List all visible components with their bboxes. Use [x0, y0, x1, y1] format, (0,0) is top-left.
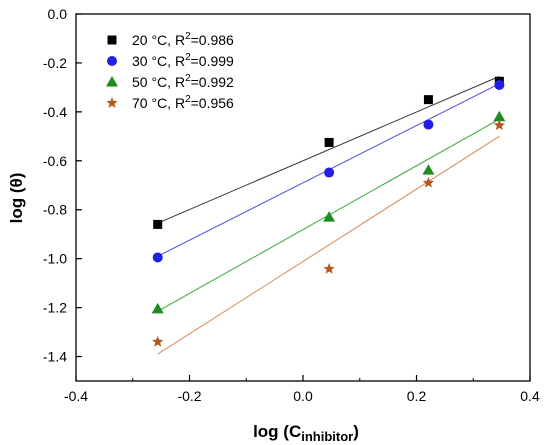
- data-point-series-3: [493, 110, 506, 122]
- y-tick-label: -1.2: [43, 300, 67, 316]
- legend-marker-3: [106, 76, 118, 87]
- y-tick-label: -1.0: [43, 251, 67, 267]
- x-tick-label: -0.4: [64, 388, 88, 404]
- y-tick-label: -0.2: [43, 55, 67, 71]
- plot-border: [75, 13, 531, 382]
- y-axis-ticks: 0.0 -0.2 -0.4 -0.6 -0.8 -1.0 -1.2 -1.4: [43, 6, 82, 365]
- y-tick-label: 0.0: [48, 6, 68, 22]
- x-tick-label: 0.2: [407, 388, 427, 404]
- data-point-series-3: [151, 302, 164, 314]
- legend-label-4: 70 °C, R2=0.956: [132, 94, 234, 111]
- legend-marker-1: [107, 35, 117, 45]
- data-point-series-2: [152, 252, 163, 263]
- data-point-series-4: [152, 335, 164, 347]
- y-tick-label: -0.6: [43, 153, 67, 169]
- plot-frame: [75, 13, 531, 382]
- x-axis-title: log (Cinhibitor): [253, 422, 359, 444]
- legend-label-1: 20 °C, R2=0.986: [132, 31, 234, 48]
- legend: 20 °C, R2=0.986 30 °C, R2=0.999 50 °C, R2=…: [106, 31, 234, 111]
- y-axis-title: log (θ): [7, 173, 26, 224]
- fit-line-series-4: [157, 135, 500, 355]
- data-point-series-4: [323, 262, 335, 274]
- data-point-series-1: [153, 219, 163, 229]
- x-tick-label: -0.2: [177, 388, 201, 404]
- x-axis-ticks: -0.4 -0.2 0.0 0.2 0.4: [64, 375, 540, 404]
- data-point-series-2: [423, 119, 434, 130]
- data-point-series-1: [324, 137, 334, 147]
- data-markers: [151, 76, 506, 347]
- legend-label-3: 50 °C, R2=0.992: [132, 73, 234, 90]
- legend-label-2: 30 °C, R2=0.999: [132, 52, 234, 69]
- data-point-series-2: [494, 79, 505, 90]
- legend-marker-2: [107, 56, 117, 66]
- x-tick-label: 0.0: [293, 388, 313, 404]
- data-point-series-4: [422, 176, 435, 188]
- y-tick-label: -0.8: [43, 202, 67, 218]
- data-point-series-2: [324, 167, 335, 178]
- x-tick-label: 0.4: [520, 388, 540, 404]
- y-tick-label: -0.4: [43, 104, 67, 120]
- legend-marker-4: [106, 97, 118, 108]
- y-tick-label: -1.4: [43, 349, 67, 365]
- data-point-series-1: [423, 95, 433, 105]
- data-point-series-3: [422, 164, 435, 175]
- data-point-series-4: [493, 119, 506, 131]
- fit-line-series-1: [157, 75, 500, 224]
- data-point-series-3: [323, 211, 336, 222]
